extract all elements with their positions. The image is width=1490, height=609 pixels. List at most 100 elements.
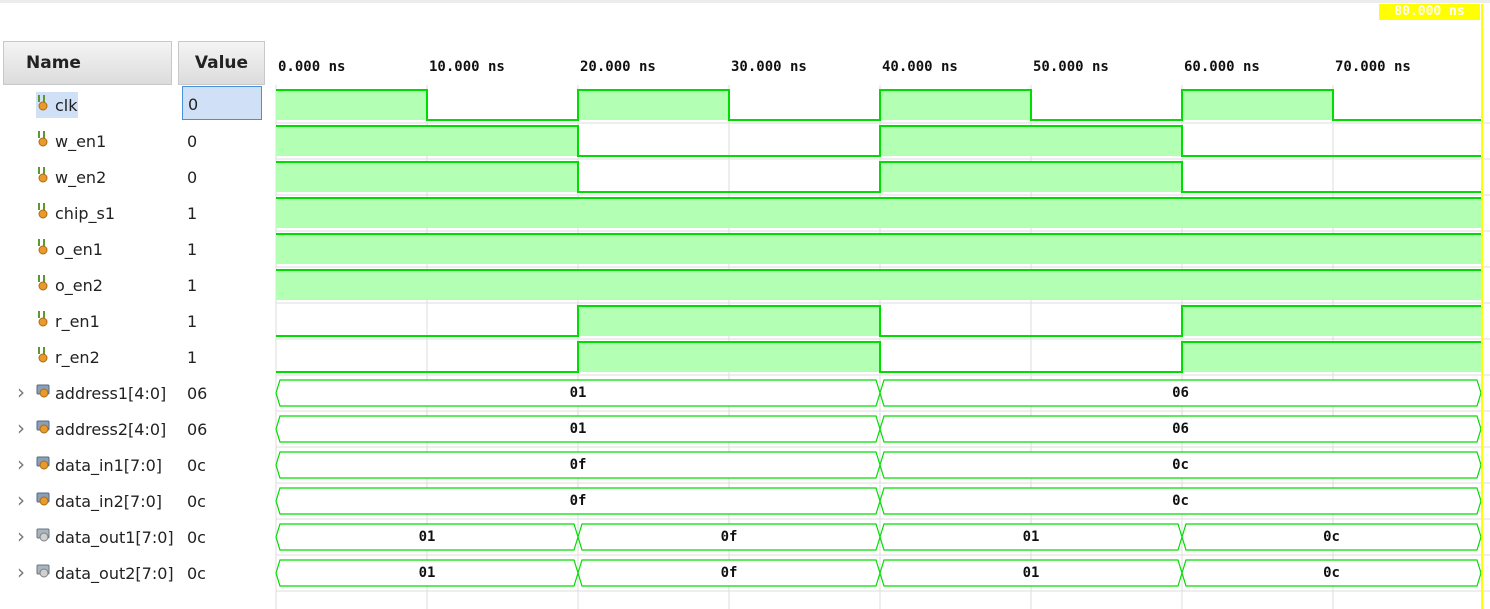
- signal-name[interactable]: data_out1[7:0]: [36, 524, 174, 550]
- signal-value: 1: [187, 204, 198, 223]
- signal-name[interactable]: o_en2: [36, 272, 103, 298]
- high-level-fill: [880, 90, 1031, 120]
- signal-value[interactable]: 0: [182, 86, 262, 120]
- time-tick-label: 40.000 ns: [882, 59, 958, 75]
- signal-value: 0: [187, 168, 198, 187]
- bus-value-label: 01: [1023, 565, 1040, 581]
- signal-value: 1: [187, 348, 198, 367]
- bus-value-label: 0c: [1323, 565, 1340, 581]
- signal-waveform[interactable]: [276, 305, 1481, 337]
- bus-value-label: 06: [1172, 385, 1189, 401]
- signal-waveform[interactable]: [276, 161, 1481, 193]
- bus-input-icon: [36, 418, 52, 440]
- bus-value-label: 0c: [1172, 457, 1189, 473]
- signal-row[interactable]: o_en1 1: [0, 229, 270, 265]
- signal-waveform[interactable]: 01 06: [275, 379, 1482, 407]
- high-level-fill: [276, 162, 578, 192]
- signal-waveform[interactable]: 01 0f 01 0c: [275, 523, 1482, 551]
- bit-signal-icon: [36, 166, 52, 188]
- bus-output-icon: [36, 526, 52, 548]
- signal-row[interactable]: chip_s1 1: [0, 193, 270, 229]
- high-level-fill: [276, 270, 1481, 300]
- bus-value-label: 0f: [570, 457, 587, 473]
- signal-row[interactable]: clk 0: [0, 85, 270, 121]
- bit-trace: [276, 305, 1481, 337]
- high-level-fill: [1182, 342, 1481, 372]
- signal-name[interactable]: clk: [36, 92, 78, 118]
- expand-chevron-icon[interactable]: ›: [17, 452, 25, 476]
- bus-value-label: 0f: [721, 565, 738, 581]
- expand-chevron-icon[interactable]: ›: [17, 524, 25, 548]
- waveform-area[interactable]: 01 06 01 06 0f 0c 0f 0c 01 0f 01 0c 01 0f 01 0c: [270, 85, 1490, 609]
- signal-name[interactable]: chip_s1: [36, 200, 115, 226]
- signal-row[interactable]: › data_out2[7:0] 0c: [0, 553, 270, 589]
- signal-waveform[interactable]: [276, 197, 1481, 228]
- signal-name[interactable]: address2[4:0]: [36, 416, 166, 442]
- signal-name-label: w_en2: [55, 167, 107, 187]
- signal-waveform[interactable]: 0f 0c: [275, 451, 1482, 479]
- bus-value-label: 01: [419, 529, 436, 545]
- top-border: [0, 0, 1490, 3]
- signal-waveform[interactable]: 01 06: [275, 415, 1482, 443]
- signal-name-label: data_in2[7:0]: [55, 491, 163, 511]
- signal-waveform[interactable]: [276, 125, 1481, 157]
- signal-name-label: data_out1[7:0]: [55, 527, 174, 547]
- bus-input-icon: [36, 454, 52, 476]
- bit-trace: [276, 125, 1481, 157]
- expand-chevron-icon[interactable]: ›: [17, 488, 25, 512]
- signal-value: 1: [187, 312, 198, 331]
- signal-row[interactable]: r_en1 1: [0, 301, 270, 337]
- signal-waveform[interactable]: [276, 269, 1481, 300]
- bus-value-label: 01: [1023, 529, 1040, 545]
- signal-name-label: address2[4:0]: [55, 419, 167, 439]
- signal-name-label: data_in1[7:0]: [55, 455, 163, 475]
- signal-row[interactable]: › data_out1[7:0] 0c: [0, 517, 270, 553]
- expand-chevron-icon[interactable]: ›: [17, 380, 25, 404]
- signal-name-label: address1[4:0]: [55, 383, 167, 403]
- signal-value: 06: [187, 384, 208, 403]
- bus-value-label: 01: [419, 565, 436, 581]
- signal-row[interactable]: o_en2 1: [0, 265, 270, 301]
- bit-trace: [276, 89, 1481, 121]
- signal-row[interactable]: r_en2 1: [0, 337, 270, 373]
- signal-name[interactable]: address1[4:0]: [36, 380, 166, 406]
- bus-value-label: 0f: [570, 493, 587, 509]
- name-column-header[interactable]: Name: [3, 41, 172, 85]
- signal-name[interactable]: w_en1: [36, 128, 106, 154]
- bit-trace: [276, 161, 1481, 193]
- bit-signal-icon: [36, 310, 52, 332]
- time-tick-label: 70.000 ns: [1335, 59, 1411, 75]
- time-cursor-line[interactable]: [1481, 4, 1483, 609]
- signal-value: 1: [187, 240, 198, 259]
- signal-value: 0c: [187, 492, 206, 511]
- signal-value: 0c: [187, 528, 206, 547]
- signal-waveform[interactable]: [276, 233, 1481, 264]
- signal-row[interactable]: w_en2 0: [0, 157, 270, 193]
- bus-value-label: 01: [570, 385, 587, 401]
- expand-chevron-icon[interactable]: ›: [17, 416, 25, 440]
- value-column-header[interactable]: Value: [178, 41, 265, 85]
- bit-signal-icon: [36, 346, 52, 368]
- signal-name[interactable]: data_in2[7:0]: [36, 488, 162, 514]
- signal-name[interactable]: r_en2: [36, 344, 100, 370]
- signal-row[interactable]: w_en1 0: [0, 121, 270, 157]
- signal-name[interactable]: w_en2: [36, 164, 106, 190]
- signal-name[interactable]: r_en1: [36, 308, 100, 334]
- signal-waveform[interactable]: 0f 0c: [275, 487, 1482, 515]
- high-level-fill: [578, 90, 729, 120]
- time-tick-label: 20.000 ns: [580, 59, 656, 75]
- expand-chevron-icon[interactable]: ›: [17, 560, 25, 584]
- high-level-fill: [880, 162, 1182, 192]
- signal-waveform[interactable]: 01 0f 01 0c: [275, 559, 1482, 587]
- high-level-fill: [578, 306, 880, 336]
- signal-name[interactable]: o_en1: [36, 236, 103, 262]
- signal-name[interactable]: data_out2[7:0]: [36, 560, 174, 586]
- signal-row[interactable]: › address2[4:0] 06: [0, 409, 270, 445]
- bus-value-label: 06: [1172, 421, 1189, 437]
- signal-waveform[interactable]: [276, 341, 1481, 373]
- signal-waveform[interactable]: [276, 89, 1481, 121]
- signal-row[interactable]: › data_in2[7:0] 0c: [0, 481, 270, 517]
- signal-name[interactable]: data_in1[7:0]: [36, 452, 162, 478]
- signal-row[interactable]: › data_in1[7:0] 0c: [0, 445, 270, 481]
- signal-row[interactable]: › address1[4:0] 06: [0, 373, 270, 409]
